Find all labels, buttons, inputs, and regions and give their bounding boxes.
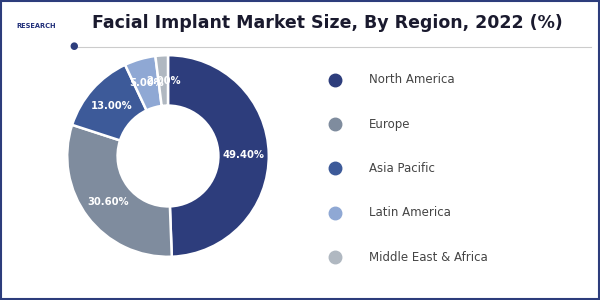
Text: Asia Pacific: Asia Pacific [369, 162, 435, 175]
Text: 2.00%: 2.00% [146, 76, 181, 85]
Wedge shape [125, 56, 161, 110]
Text: Latin America: Latin America [369, 206, 451, 219]
Wedge shape [155, 55, 168, 106]
Wedge shape [72, 65, 146, 140]
Wedge shape [168, 55, 269, 257]
Text: RESEARCH: RESEARCH [16, 23, 56, 29]
Text: Facial Implant Market Size, By Region, 2022 (%): Facial Implant Market Size, By Region, 2… [92, 14, 562, 32]
Text: North America: North America [369, 74, 455, 86]
Text: PRECEDENCE: PRECEDENCE [11, 14, 60, 20]
Text: 30.60%: 30.60% [87, 196, 128, 207]
FancyBboxPatch shape [7, 21, 64, 31]
Text: 13.00%: 13.00% [91, 101, 132, 111]
Text: Europe: Europe [369, 118, 410, 131]
Text: ●: ● [69, 41, 77, 52]
Text: 49.40%: 49.40% [223, 150, 265, 160]
Text: 5.00%: 5.00% [130, 78, 164, 88]
Wedge shape [67, 125, 172, 257]
Text: Middle East & Africa: Middle East & Africa [369, 250, 488, 263]
